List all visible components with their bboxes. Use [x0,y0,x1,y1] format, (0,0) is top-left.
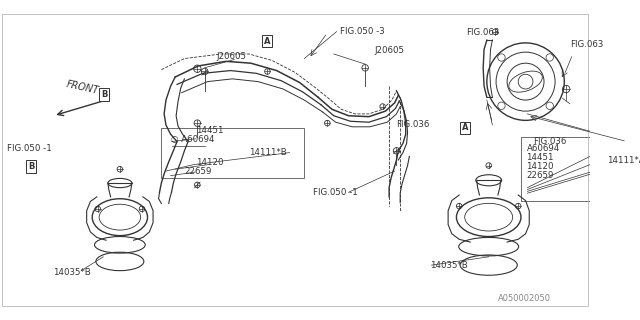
Text: B: B [101,90,108,99]
Text: 14120: 14120 [527,162,554,171]
Text: 14035*B: 14035*B [429,260,467,270]
Text: FIG.050 -1: FIG.050 -1 [314,188,358,197]
Text: FIG.063: FIG.063 [467,28,500,37]
Text: FIG.050 -3: FIG.050 -3 [340,27,385,36]
Text: 14451: 14451 [527,153,554,162]
Text: A: A [264,36,271,45]
Text: FIG.036: FIG.036 [397,120,430,130]
Text: A050002050: A050002050 [498,294,551,303]
Text: 14451: 14451 [196,126,224,135]
Text: B: B [28,162,35,171]
Text: ○ A60694: ○ A60694 [171,135,214,144]
Text: J20605: J20605 [217,52,246,61]
Text: 14120: 14120 [196,158,224,167]
Text: A: A [461,123,468,132]
Text: J20605: J20605 [374,46,404,55]
Text: 14035*B: 14035*B [54,268,92,277]
Text: 22659: 22659 [184,167,212,177]
Text: A60694: A60694 [527,144,560,153]
Text: 14111*B: 14111*B [249,148,287,157]
Text: FRONT: FRONT [66,79,100,95]
Text: FIG.063: FIG.063 [570,40,604,49]
Text: FIG.036: FIG.036 [533,137,566,146]
Text: 22659: 22659 [527,171,554,180]
Text: FIG.050 -1: FIG.050 -1 [8,144,52,153]
Text: 14111*A: 14111*A [607,156,640,164]
